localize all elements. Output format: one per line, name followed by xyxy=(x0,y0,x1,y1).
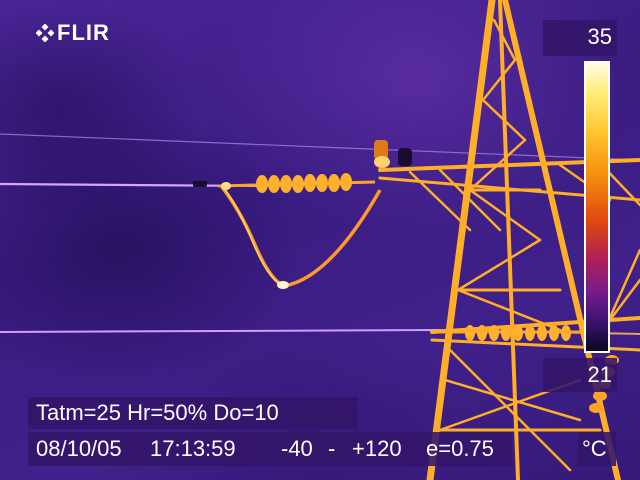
scale-max-value: 35 xyxy=(587,24,612,49)
scale-min-panel: 21 xyxy=(543,358,617,392)
upper-insulator-string xyxy=(217,173,376,193)
temperature-scale-bar xyxy=(584,61,610,353)
emissivity-value: e=0.75 xyxy=(426,436,494,461)
time-value: 17:13:59 xyxy=(150,436,236,461)
range-high-value: +120 xyxy=(352,436,402,461)
flir-logo: FLIR xyxy=(36,20,110,46)
hot-spot xyxy=(277,281,289,289)
temperature-unit: °C xyxy=(582,436,607,461)
status-bar: 08/10/05 17:13:59 -40 - +120 e=0.75 xyxy=(28,432,512,466)
power-line-lower xyxy=(0,329,441,333)
tower-top-fittings xyxy=(374,140,412,168)
power-line-upper xyxy=(0,182,261,188)
jumper-cable xyxy=(220,185,382,288)
range-separator: - xyxy=(328,436,336,461)
date-value: 08/10/05 xyxy=(36,436,122,461)
unit-panel: °C xyxy=(578,432,616,466)
line-clamp xyxy=(193,181,207,187)
parameters-panel: Tatm=25 Hr=50% Do=10 xyxy=(28,397,358,429)
scale-min-value: 21 xyxy=(587,362,612,387)
flir-diamond-icon xyxy=(36,24,54,42)
tatm-value: Tatm=25 xyxy=(36,400,121,425)
power-line-top xyxy=(0,133,640,161)
humidity-value: Hr=50% xyxy=(127,400,208,425)
range-low-value: -40 xyxy=(281,436,313,461)
flir-logo-text: FLIR xyxy=(57,20,110,45)
jumper-cable-core xyxy=(223,187,283,286)
parameters-text: Tatm=25 Hr=50% Do=10 xyxy=(36,402,279,424)
distance-value: Do=10 xyxy=(213,400,279,425)
scale-max-panel: 35 xyxy=(543,20,617,56)
